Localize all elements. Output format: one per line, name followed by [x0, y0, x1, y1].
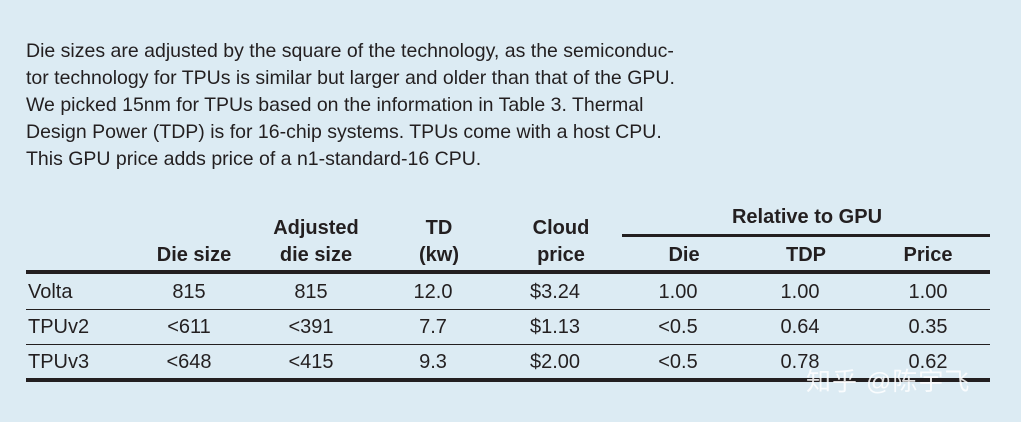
caption-line: Design Power (TDP) is for 16-chip system… — [26, 121, 662, 143]
cell-chip: Volta — [28, 281, 73, 303]
header-line — [134, 215, 254, 242]
cell-td: 9.3 — [419, 351, 447, 373]
header-rel-price: Price — [866, 215, 990, 269]
table-bottom-rule — [26, 378, 990, 382]
caption-line: Die sizes are adjusted by the square of … — [26, 40, 674, 62]
header-adjusted-die-size: Adjusted die size — [256, 215, 376, 269]
group-header-relative-to-gpu: Relative to GPU — [731, 206, 883, 228]
cell-cloud-price: $3.24 — [529, 281, 581, 303]
header-line: Die size — [156, 244, 232, 266]
header-td: TD (kw) — [386, 215, 492, 269]
watermark: 知乎 @陈宇飞 — [806, 368, 971, 396]
cell-rel-tdp: 0.64 — [780, 316, 820, 338]
cell-rel-tdp: 1.00 — [780, 281, 820, 303]
cell-cloud-price: $1.13 — [529, 316, 581, 338]
row-divider — [26, 344, 990, 345]
header-line — [622, 215, 746, 242]
header-bottom-rule — [26, 270, 990, 274]
cell-cloud-price: $2.00 — [529, 351, 581, 373]
cell-die-size: <611 — [167, 316, 211, 338]
caption-line: We picked 15nm for TPUs based on the inf… — [26, 94, 644, 116]
cell-adjusted-die-size: <415 — [288, 351, 334, 373]
cell-rel-price: 0.35 — [908, 316, 948, 338]
cell-die-size: <648 — [166, 351, 212, 373]
cell-rel-die: 1.00 — [658, 281, 698, 303]
header-cloud-price: Cloud price — [504, 215, 618, 269]
cell-rel-price: 0.62 — [908, 351, 948, 373]
cell-die-size: 815 — [172, 281, 206, 303]
cell-chip: TPUv3 — [28, 351, 90, 373]
header-line: Adjusted — [273, 217, 359, 239]
header-rel-tdp: TDP — [746, 215, 866, 269]
header-line: die size — [279, 244, 353, 266]
header-die-size: Die size — [134, 215, 254, 269]
header-line: Die — [668, 244, 700, 266]
header-line: TD — [425, 217, 453, 239]
header-line: price — [537, 244, 585, 266]
caption-line: This GPU price adds price of a n1-standa… — [26, 148, 482, 170]
header-line — [746, 215, 866, 242]
row-divider — [26, 309, 990, 310]
caption-text: Die sizes are adjusted by the square of … — [26, 38, 746, 173]
cell-td: 7.7 — [419, 316, 447, 338]
cell-rel-price: 1.00 — [908, 281, 948, 303]
caption-line: tor technology for TPUs is similar but l… — [26, 67, 675, 89]
cell-adjusted-die-size: <391 — [288, 316, 334, 338]
table-row: TPUv2 <611 <391 7.7 $1.13 <0.5 0.64 0.35 — [26, 310, 990, 344]
header-line — [866, 215, 990, 242]
cell-rel-tdp: 0.78 — [780, 351, 820, 373]
header-line: (kw) — [419, 244, 459, 266]
header-line: Price — [903, 244, 953, 266]
header-line: TDP — [786, 244, 826, 266]
cell-adjusted-die-size: 815 — [294, 281, 328, 303]
cell-td: 12.0 — [413, 281, 453, 303]
table-row: TPUv3 <648 <415 9.3 $2.00 <0.5 0.78 0.62 — [26, 345, 990, 379]
comparison-table: Relative to GPU Die size Adjusted die si… — [26, 200, 990, 400]
cell-rel-die: <0.5 — [658, 316, 698, 338]
cell-chip: TPUv2 — [28, 316, 90, 338]
header-rel-die: Die — [622, 215, 746, 269]
table-row: Volta 815 815 12.0 $3.24 1.00 1.00 1.00 — [26, 275, 990, 309]
cell-rel-die: <0.5 — [658, 351, 698, 373]
group-header-rule — [622, 234, 990, 237]
header-line: Cloud — [532, 217, 590, 239]
